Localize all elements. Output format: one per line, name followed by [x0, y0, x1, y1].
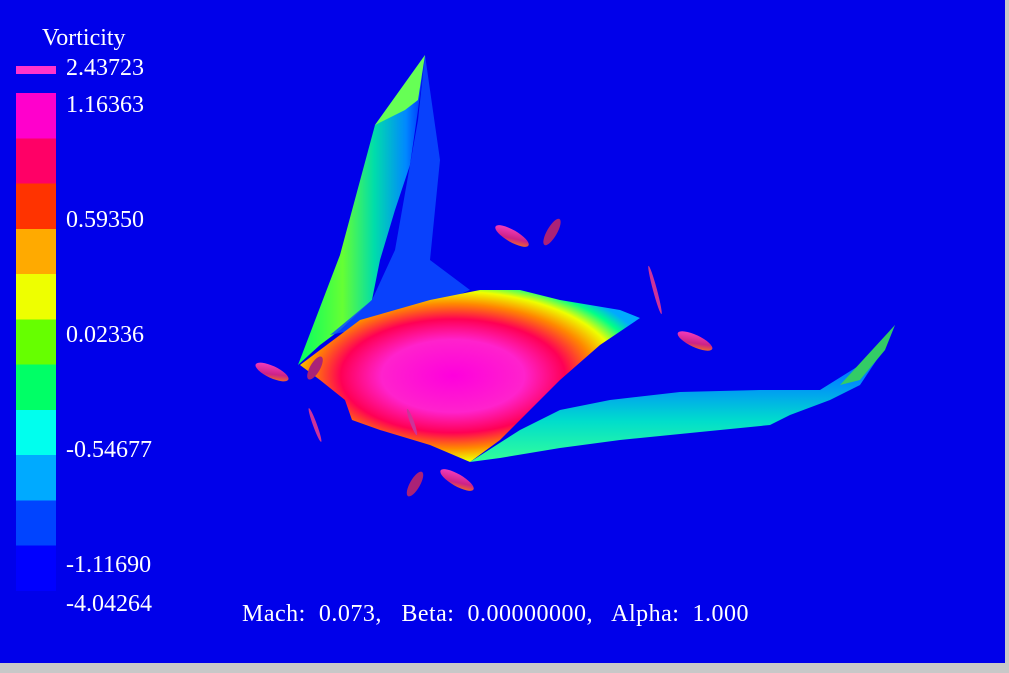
- right-wing-tip: [840, 325, 895, 385]
- legend-tick-label: 0.02336: [66, 322, 144, 348]
- legend-min-label: -4.04264: [66, 591, 152, 617]
- left-wing-inner: [330, 55, 470, 335]
- legend-min-swatch: [16, 585, 56, 591]
- alpha-value: 1.000: [692, 601, 749, 627]
- legend-tick-label: -0.54677: [66, 437, 152, 463]
- right-wing-surface: [470, 325, 895, 462]
- fuselage-surface: [300, 290, 640, 462]
- beta-label: Beta:: [401, 601, 455, 627]
- flight-conditions-status: Mach: 0.073, Beta: 0.00000000, Alpha: 1.…: [242, 602, 749, 626]
- legend-tick-label: 1.16363: [66, 92, 144, 118]
- left-wing-tip: [375, 55, 425, 125]
- alpha-label: Alpha:: [611, 601, 680, 627]
- legend-title: Vorticity: [42, 25, 126, 51]
- propeller-front-right: [406, 408, 474, 497]
- mach-value: 0.073,: [318, 601, 382, 627]
- beta-value: 0.00000000,: [467, 601, 593, 627]
- propeller-rear-left: [495, 218, 561, 247]
- propeller-rear-right: [648, 265, 713, 351]
- legend-tick-label: 0.59350: [66, 207, 144, 233]
- legend-max-swatch: [16, 66, 56, 74]
- left-wing-surface: [298, 55, 425, 365]
- propeller-front-left: [255, 356, 323, 442]
- mach-label: Mach:: [242, 601, 306, 627]
- legend-max-label: 2.43723: [66, 55, 144, 81]
- legend-colorbar: [16, 93, 56, 591]
- legend-tick-label: -1.11690: [66, 552, 152, 578]
